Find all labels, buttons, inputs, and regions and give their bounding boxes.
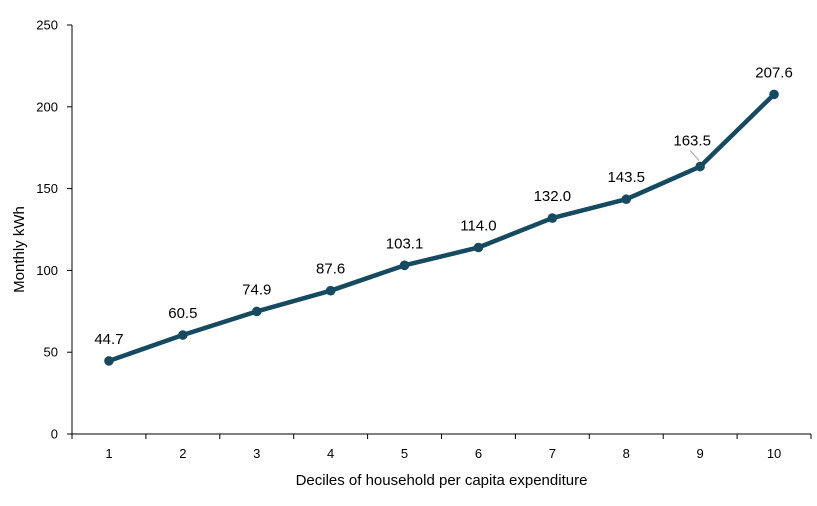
data-label: 114.0: [460, 217, 496, 234]
data-point: [769, 89, 779, 100]
data-point: [695, 161, 705, 172]
data-label: 60.5: [168, 305, 197, 322]
data-label: 207.6: [755, 64, 793, 81]
y-tick-label: 0: [51, 427, 58, 442]
data-point: [104, 356, 114, 366]
data-label: 143.5: [607, 169, 645, 186]
y-tick-label: 250: [36, 18, 58, 33]
x-axis-ticks: 1 2 3 4 5 6 7 8 9 10: [71, 434, 812, 461]
data-labels: 44.7 60.5 74.9 87.6 103.1 114.0 132.0 143.5 163.…: [94, 64, 792, 348]
x-tick-label: 6: [475, 446, 482, 461]
x-axis-title: Deciles of household per capita expendit…: [296, 472, 588, 489]
y-axis-title: Monthly kWh: [11, 206, 28, 293]
data-point: [251, 306, 262, 317]
y-tick-label: 50: [44, 345, 58, 360]
x-tick-label: 7: [549, 446, 556, 461]
x-tick-label: 8: [623, 446, 630, 461]
x-tick-label: 5: [401, 446, 408, 461]
x-tick-label: 9: [697, 446, 704, 461]
y-tick-label: 150: [36, 181, 58, 196]
data-label: 87.6: [316, 261, 345, 278]
axes: [71, 25, 811, 435]
data-label: 74.9: [242, 281, 271, 298]
y-axis-ticks: 0 50 100 150 200 250: [36, 18, 72, 442]
data-point: [547, 213, 558, 223]
data-point: [399, 260, 410, 271]
x-tick-label: 4: [327, 446, 334, 461]
series-line: [106, 92, 777, 364]
y-tick-label: 200: [36, 99, 58, 114]
x-tick-label: 1: [105, 446, 112, 461]
data-point: [178, 330, 188, 340]
data-point: [621, 194, 632, 205]
data-label: 132.0: [534, 188, 572, 205]
data-label: 44.7: [94, 331, 123, 348]
x-tick-label: 3: [253, 446, 260, 461]
data-label: 163.5: [673, 133, 711, 150]
data-label: 103.1: [386, 235, 424, 252]
y-tick-label: 100: [36, 263, 58, 278]
x-tick-label: 10: [767, 446, 781, 461]
label-leader-line: [689, 150, 700, 161]
data-point: [325, 285, 336, 296]
series-group: [104, 89, 779, 366]
x-tick-label: 2: [179, 446, 186, 461]
data-point: [473, 242, 484, 253]
